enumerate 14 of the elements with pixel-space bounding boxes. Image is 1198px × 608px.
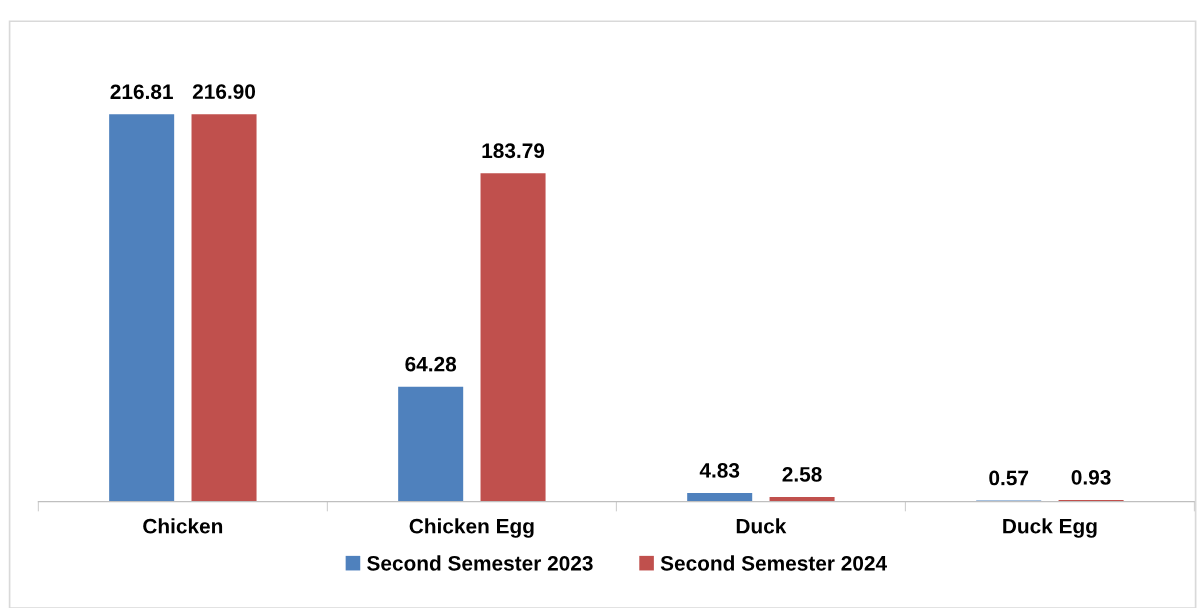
- legend-label: Second Semester 2023: [367, 555, 593, 571]
- data-label: 183.79: [482, 143, 545, 159]
- data-label: 216.81: [110, 84, 173, 100]
- data-label: 2.58: [782, 467, 822, 482]
- data-label: 0.57: [989, 470, 1029, 486]
- x-tick-label: Chicken: [143, 518, 223, 534]
- legend-label: Second Semester 2024: [660, 555, 887, 571]
- data-label: 0.93: [1071, 469, 1111, 485]
- x-tick-label: Duck Egg: [1003, 518, 1097, 538]
- data-label: 64.28: [405, 356, 457, 372]
- x-tick-label: Duck: [736, 518, 787, 534]
- data-label: 4.83: [699, 462, 740, 478]
- data-label: 216.90: [192, 84, 256, 99]
- x-tick-label: Chicken Egg: [409, 518, 534, 538]
